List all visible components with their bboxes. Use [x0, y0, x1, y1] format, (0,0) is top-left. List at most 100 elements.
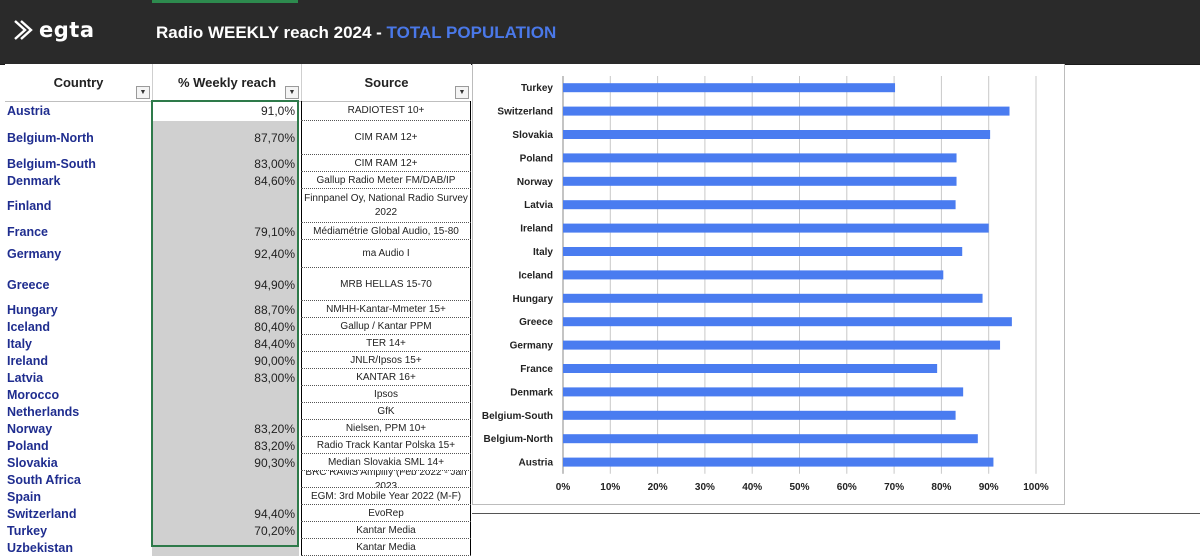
cell-source[interactable]: JNLR/Ipsos 15+ — [301, 352, 471, 369]
cell-source[interactable]: Radio Track Kantar Polska 15+ — [301, 437, 471, 454]
cell-country[interactable]: Belgium-North — [7, 131, 94, 145]
cell-weekly-reach[interactable]: 84,40% — [152, 335, 299, 352]
table-row: Switzerland 94,40% EvoRep — [5, 505, 471, 522]
row-separator — [301, 521, 471, 522]
cell-weekly-reach[interactable] — [152, 189, 299, 223]
cell-country[interactable]: Poland — [7, 438, 49, 453]
cell-country[interactable]: Netherlands — [7, 404, 80, 419]
cell-weekly-reach[interactable]: 90,00% — [152, 352, 299, 369]
cell-country[interactable]: Switzerland — [7, 506, 77, 521]
x-tick-label: 90% — [979, 482, 999, 493]
bar-belgium-north — [563, 434, 978, 444]
y-tick-label: Latvia — [524, 200, 553, 211]
cell-weekly-reach[interactable]: 94,90% — [152, 268, 299, 301]
cell-weekly-reach[interactable] — [152, 471, 299, 488]
column-header-source: Source ▼ — [302, 64, 471, 101]
cell-weekly-reach[interactable]: 83,20% — [152, 420, 299, 437]
cell-source[interactable]: Kantar Media — [301, 539, 471, 556]
cell-weekly-reach[interactable]: 79,10% — [152, 223, 299, 240]
filter-dropdown-reach[interactable]: ▼ — [285, 86, 299, 99]
cell-weekly-reach[interactable]: 83,00% — [152, 369, 299, 386]
cell-country[interactable]: Hungary — [7, 302, 58, 317]
cell-source[interactable]: Kantar Media — [301, 522, 471, 539]
cell-weekly-reach[interactable]: 92,40% — [152, 240, 299, 268]
cell-country[interactable]: Norway — [7, 421, 53, 436]
cell-country[interactable]: Ireland — [7, 353, 48, 368]
cell-weekly-reach[interactable]: 90,30% — [152, 454, 299, 471]
table-row: Spain EGM: 3rd Mobile Year 2022 (M-F) — [5, 488, 471, 505]
table-row: France 79,10% Médiamétrie Global Audio, 15… — [5, 223, 471, 240]
cell-weekly-reach[interactable]: 94,40% — [152, 505, 299, 522]
cell-weekly-reach[interactable]: 87,70% — [152, 121, 299, 155]
cell-country[interactable]: Slovakia — [7, 455, 58, 470]
bar-denmark — [563, 387, 964, 397]
bar-germany — [563, 340, 1001, 350]
table-row: Ireland 90,00% JNLR/Ipsos 15+ — [5, 352, 471, 369]
column-header-country: Country ▼ — [5, 64, 152, 101]
cell-source[interactable]: Median Slovakia SML 14+ — [301, 454, 471, 471]
cell-source[interactable]: GfK — [301, 403, 471, 420]
cell-country[interactable]: Morocco — [7, 387, 60, 402]
cell-source[interactable]: KANTAR 16+ — [301, 369, 471, 386]
cell-weekly-reach[interactable]: 80,40% — [152, 318, 299, 335]
table-row: Greece 94,90% MRB HELLAS 15-70 — [5, 268, 471, 301]
title-main: Radio WEEKLY reach 2024 - — [156, 23, 387, 42]
cell-source[interactable]: Gallup / Kantar PPM — [301, 318, 471, 335]
cell-country[interactable]: Iceland — [7, 319, 51, 334]
cell-source[interactable]: Gallup Radio Meter FM/DAB/IP — [301, 172, 471, 189]
cell-source[interactable]: Ipsos — [301, 386, 471, 403]
bar-belgium-south — [563, 410, 956, 420]
y-tick-label: Germany — [510, 341, 554, 352]
cell-country[interactable]: Belgium-South — [7, 156, 96, 171]
cell-weekly-reach[interactable]: 91,0% — [152, 101, 299, 121]
cell-weekly-reach[interactable]: 83,00% — [152, 155, 299, 172]
row-separator — [301, 453, 471, 454]
filter-dropdown-country[interactable]: ▼ — [136, 86, 150, 99]
cell-source[interactable]: TER 14+ — [301, 335, 471, 352]
cell-weekly-reach[interactable]: 84,60% — [152, 172, 299, 189]
y-tick-label: Slovakia — [512, 130, 553, 141]
cell-source[interactable]: CIM RAM 12+ — [301, 155, 471, 172]
cell-source[interactable]: NMHH-Kantar-Mmeter 15+ — [301, 301, 471, 318]
row-separator — [301, 188, 471, 189]
cell-country[interactable]: Germany — [7, 247, 62, 261]
table-row: Latvia 83,00% KANTAR 16+ — [5, 369, 471, 386]
row-separator — [301, 436, 471, 437]
bar-austria — [563, 457, 994, 467]
cell-source[interactable]: Médiamétrie Global Audio, 15-80 — [301, 223, 471, 240]
cell-country[interactable]: Italy — [7, 336, 33, 351]
egta-logo-icon — [14, 20, 33, 40]
cell-weekly-reach[interactable] — [152, 403, 299, 420]
cell-country[interactable]: Latvia — [7, 370, 44, 385]
table-row: Norway 83,20% Nielsen, PPM 10+ — [5, 420, 471, 437]
cell-weekly-reach[interactable]: 83,20% — [152, 437, 299, 454]
cell-weekly-reach[interactable] — [152, 488, 299, 505]
cell-country[interactable]: Finland — [7, 199, 52, 213]
cell-source[interactable]: RADIOTEST 10+ — [301, 101, 471, 121]
cell-weekly-reach[interactable]: 70,20% — [152, 522, 299, 539]
y-tick-label: Greece — [519, 317, 553, 328]
cell-source[interactable]: Nielsen, PPM 10+ — [301, 420, 471, 437]
cell-source[interactable]: BRC RAMS Amplify (Feb 2022 - Jan 2023 — [301, 471, 471, 488]
cell-source[interactable]: EvoRep — [301, 505, 471, 522]
cell-country[interactable]: Turkey — [7, 523, 48, 538]
cell-source[interactable]: EGM: 3rd Mobile Year 2022 (M-F) — [301, 488, 471, 505]
filter-dropdown-source[interactable]: ▼ — [455, 86, 469, 99]
cell-weekly-reach[interactable] — [152, 539, 299, 556]
cell-source[interactable]: Finnpanel Oy, National Radio Survey 2022 — [301, 189, 471, 223]
cell-source[interactable]: CIM RAM 12+ — [301, 121, 471, 155]
row-separator — [301, 368, 471, 369]
cell-source[interactable]: MRB HELLAS 15-70 — [301, 268, 471, 301]
y-tick-label: Hungary — [512, 294, 553, 305]
cell-country[interactable]: South Africa — [7, 472, 81, 487]
cell-country[interactable]: Greece — [7, 277, 50, 292]
cell-source[interactable]: ma Audio I — [301, 240, 471, 268]
cell-country[interactable]: France — [7, 224, 48, 239]
cell-country[interactable]: Uzbekistan — [7, 540, 73, 555]
cell-country[interactable]: Denmark — [7, 173, 61, 188]
x-tick-label: 30% — [695, 482, 715, 493]
cell-country[interactable]: Spain — [7, 489, 42, 504]
cell-weekly-reach[interactable]: 88,70% — [152, 301, 299, 318]
cell-weekly-reach[interactable] — [152, 386, 299, 403]
cell-country[interactable]: Austria — [7, 104, 51, 118]
